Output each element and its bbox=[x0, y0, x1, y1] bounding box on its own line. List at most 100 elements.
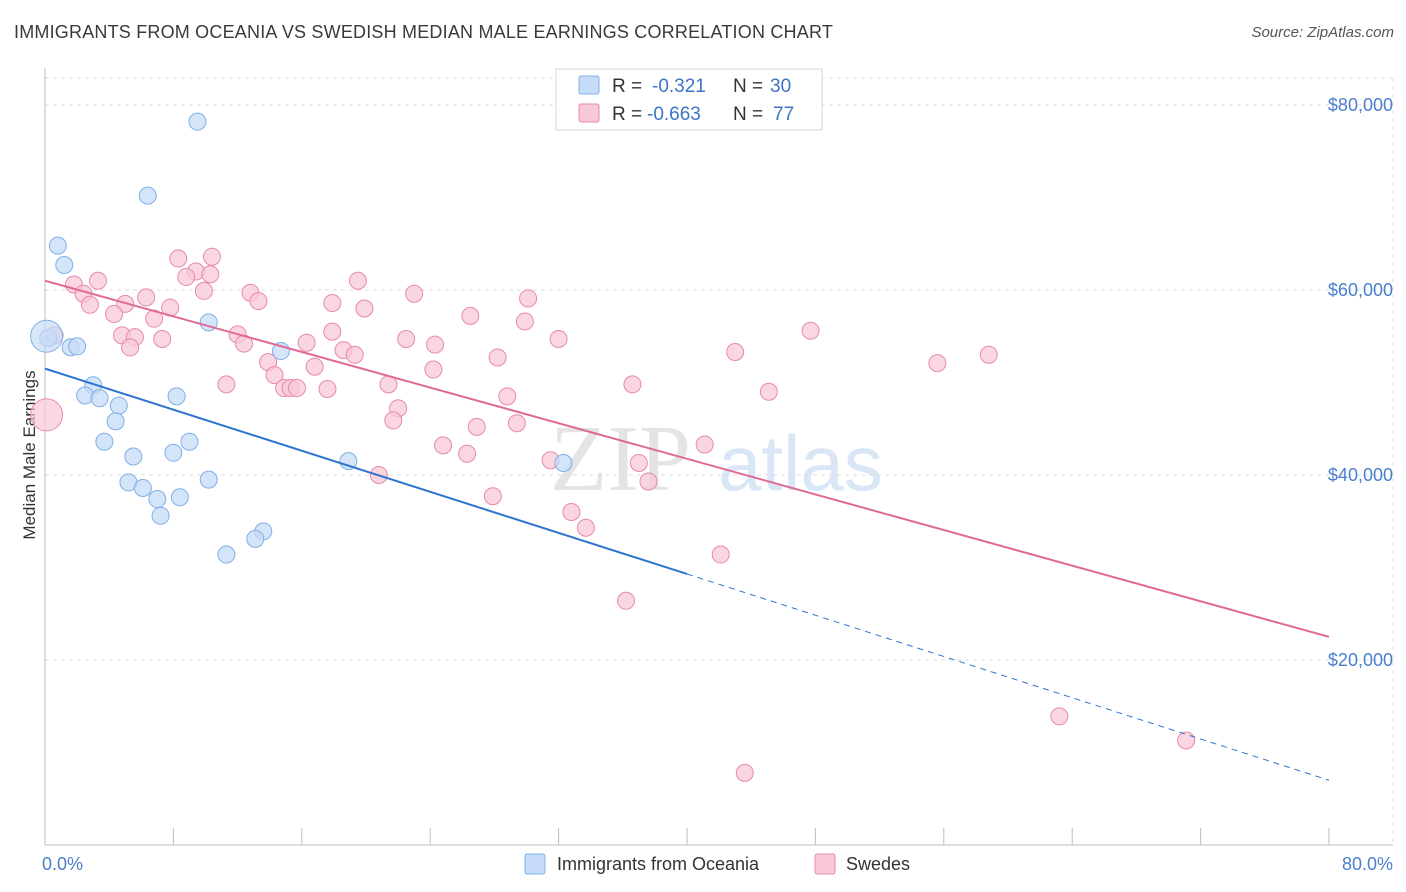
scatter-point bbox=[305, 357, 324, 376]
bottom-legend-label-pink: Swedes bbox=[846, 854, 910, 874]
scatter-point bbox=[202, 247, 221, 266]
scatter-point bbox=[461, 306, 480, 325]
scatter-point bbox=[554, 453, 573, 472]
scatter-point bbox=[170, 488, 189, 507]
scatter-point bbox=[562, 503, 581, 521]
legend-r-label-2: R = bbox=[612, 104, 642, 125]
scatter-point bbox=[345, 345, 364, 364]
scatter-point bbox=[201, 265, 220, 284]
scatter-point bbox=[1050, 707, 1069, 726]
scatter-point bbox=[695, 435, 714, 454]
scatter-point-large bbox=[30, 319, 64, 353]
scatter-point bbox=[397, 330, 416, 349]
scatter-point bbox=[105, 305, 124, 324]
scatter-point bbox=[249, 292, 268, 311]
watermark-atlas: atlas bbox=[718, 419, 883, 507]
scatter-point bbox=[153, 330, 172, 349]
x-ticks bbox=[44, 828, 1330, 845]
scatter-point bbox=[95, 432, 114, 451]
scatter-point bbox=[188, 112, 207, 131]
legend-swatch-pink bbox=[578, 103, 600, 123]
legend-r-value-1: -0.321 bbox=[652, 76, 706, 97]
scatter-point bbox=[355, 299, 374, 318]
scatter-point bbox=[405, 284, 424, 303]
scatter-point bbox=[488, 348, 507, 367]
y-tick-label: $40,000 bbox=[1328, 465, 1393, 485]
scatter-point bbox=[629, 453, 648, 472]
trend-line-blue bbox=[44, 367, 688, 575]
bottom-legend-swatch-blue bbox=[524, 853, 546, 875]
scatter-point bbox=[180, 432, 199, 451]
scatter-point bbox=[287, 379, 306, 398]
scatter-point bbox=[1177, 731, 1196, 750]
scatter-point bbox=[138, 186, 157, 205]
scatter-point bbox=[735, 763, 754, 782]
scatter-point bbox=[164, 443, 183, 462]
scatter-point bbox=[109, 396, 128, 415]
scatter-point bbox=[434, 436, 453, 455]
scatter-point bbox=[169, 249, 188, 268]
scatter-point bbox=[426, 335, 445, 354]
scatter-point bbox=[726, 342, 745, 361]
trend-line-blue-extension bbox=[686, 573, 1330, 781]
chart-title: IMMIGRANTS FROM OCEANIA VS SWEDISH MEDIA… bbox=[14, 22, 834, 42]
scatter-point bbox=[339, 452, 358, 471]
scatter-point bbox=[483, 487, 502, 506]
y-tick-label: $20,000 bbox=[1328, 650, 1393, 670]
scatter-point bbox=[80, 295, 99, 314]
scatter-point bbox=[617, 591, 636, 610]
scatter-point bbox=[55, 256, 74, 275]
y-axis-label: Median Male Earnings bbox=[20, 370, 39, 539]
scatter-point bbox=[467, 417, 486, 436]
legend-box: R = -0.321 N = 30 R = -0.663 N = 77 bbox=[555, 68, 823, 131]
scatter-point bbox=[151, 506, 170, 525]
trend-lines bbox=[44, 279, 1330, 781]
scatter-point bbox=[549, 330, 568, 349]
scatter-point bbox=[458, 444, 477, 463]
scatter-point bbox=[576, 518, 595, 537]
bottom-legend: Immigrants from Oceania Swedes bbox=[524, 853, 910, 875]
source-note: Source: ZipAtlas.com bbox=[1251, 24, 1394, 41]
scatter-point bbox=[133, 478, 152, 497]
scatter-point bbox=[623, 375, 642, 394]
scatter-point bbox=[48, 236, 67, 255]
scatter-point bbox=[323, 322, 342, 341]
scatter-point bbox=[137, 288, 156, 307]
bottom-legend-label-blue: Immigrants from Oceania bbox=[557, 854, 760, 874]
scatter-point bbox=[507, 414, 526, 433]
scatter-point bbox=[498, 387, 517, 406]
scatter-point bbox=[90, 389, 109, 408]
y-tick-label: $60,000 bbox=[1328, 280, 1393, 300]
y-tick-labels: $20,000 $40,000 $60,000 $80,000 bbox=[1328, 95, 1393, 670]
x-tick-label-min: 0.0% bbox=[42, 854, 83, 874]
legend-swatch-blue bbox=[578, 75, 600, 95]
scatter-point bbox=[297, 333, 316, 352]
legend-n-value-1: 30 bbox=[770, 76, 791, 97]
axes bbox=[44, 68, 1393, 846]
scatter-point bbox=[424, 360, 443, 379]
scatter-point bbox=[121, 338, 140, 357]
scatter-point bbox=[177, 268, 196, 287]
trend-line-pink bbox=[44, 279, 1330, 638]
scatter-point bbox=[519, 289, 538, 308]
scatter-point bbox=[124, 447, 143, 466]
legend-r-value-2: -0.663 bbox=[647, 104, 701, 125]
scatter-point bbox=[265, 366, 284, 385]
legend-n-label-2: N = bbox=[733, 104, 763, 125]
scatter-point bbox=[711, 545, 730, 564]
x-tick-label-max: 80.0% bbox=[1342, 854, 1393, 874]
legend-n-value-2: 77 bbox=[773, 104, 794, 125]
bottom-legend-swatch-pink bbox=[814, 853, 836, 875]
scatter-point bbox=[979, 345, 998, 364]
scatter-point bbox=[106, 412, 125, 431]
series-immigrants-from-oceania bbox=[30, 112, 573, 564]
scatter-point bbox=[801, 321, 820, 340]
scatter-point bbox=[148, 490, 167, 509]
legend-n-label-1: N = bbox=[733, 76, 763, 97]
scatter-point bbox=[217, 375, 236, 394]
scatter-point bbox=[167, 387, 186, 406]
scatter-point bbox=[194, 281, 213, 300]
scatter-point bbox=[323, 293, 342, 312]
scatter-point bbox=[199, 470, 218, 489]
